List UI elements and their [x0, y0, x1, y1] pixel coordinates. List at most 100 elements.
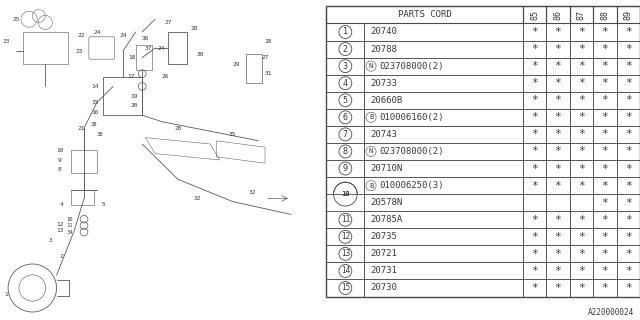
Text: 20788: 20788 [371, 44, 397, 53]
Text: N: N [369, 148, 373, 155]
Text: *: * [625, 283, 632, 293]
Bar [326, 160, 364, 177]
Text: 2: 2 [60, 253, 63, 259]
Text: *: * [602, 232, 608, 242]
Text: *: * [555, 112, 561, 122]
Bar [570, 58, 593, 75]
Text: 5: 5 [343, 96, 348, 105]
Text: 89: 89 [624, 10, 633, 20]
Text: 34: 34 [66, 229, 73, 235]
Text: 20733: 20733 [371, 79, 397, 88]
Text: 23: 23 [76, 49, 83, 54]
Text: 20721: 20721 [371, 249, 397, 258]
Bar [246, 54, 262, 83]
Bar [570, 194, 593, 211]
Text: 14: 14 [340, 267, 350, 276]
Text: *: * [602, 44, 608, 54]
Text: 8: 8 [343, 147, 348, 156]
Text: *: * [602, 129, 608, 140]
Text: 3: 3 [343, 62, 348, 71]
Text: *: * [602, 27, 608, 37]
Text: 27: 27 [164, 20, 172, 25]
Bar [523, 228, 546, 245]
Text: 023708000(2): 023708000(2) [380, 147, 444, 156]
Text: *: * [531, 112, 538, 122]
Text: 20: 20 [131, 103, 138, 108]
Bar [570, 177, 593, 194]
Bar [364, 143, 523, 160]
Text: *: * [531, 61, 538, 71]
Bar [326, 143, 364, 160]
Text: *: * [555, 164, 561, 173]
Text: *: * [531, 95, 538, 105]
Bar [364, 75, 523, 92]
Bar [326, 109, 364, 126]
Text: 26: 26 [161, 74, 168, 79]
Text: 35: 35 [229, 132, 236, 137]
Bar [523, 6, 546, 23]
Bar [546, 58, 570, 75]
Text: 19: 19 [131, 93, 138, 99]
Text: *: * [625, 78, 632, 88]
Bar [364, 177, 523, 194]
Bar [616, 279, 640, 297]
Text: *: * [625, 180, 632, 191]
Text: 20578N: 20578N [371, 198, 403, 207]
Bar [570, 245, 593, 262]
Bar [364, 41, 523, 58]
Bar [616, 262, 640, 279]
Text: 24: 24 [93, 29, 100, 35]
Bar [616, 75, 640, 92]
Bar [570, 228, 593, 245]
Bar [104, 77, 142, 115]
Bar [593, 279, 616, 297]
Bar [326, 211, 364, 228]
Bar [364, 279, 523, 297]
Bar [546, 262, 570, 279]
Text: 25: 25 [12, 17, 20, 22]
Text: 32: 32 [193, 196, 201, 201]
Text: 6: 6 [343, 113, 348, 122]
Text: 20: 20 [174, 125, 182, 131]
Text: *: * [531, 78, 538, 88]
Bar [616, 6, 640, 23]
Text: *: * [625, 249, 632, 259]
Text: PARTS CORD: PARTS CORD [397, 11, 451, 20]
Bar [546, 41, 570, 58]
Text: *: * [578, 78, 585, 88]
Bar [593, 245, 616, 262]
Text: 18: 18 [129, 55, 136, 60]
Text: 20743: 20743 [371, 130, 397, 139]
Bar [616, 194, 640, 211]
Bar [546, 160, 570, 177]
Text: 20740: 20740 [371, 28, 397, 36]
Bar [546, 245, 570, 262]
Text: *: * [555, 129, 561, 140]
Bar [523, 194, 546, 211]
Text: *: * [555, 266, 561, 276]
Bar [364, 126, 523, 143]
Text: 10: 10 [341, 191, 349, 197]
Text: *: * [578, 249, 585, 259]
Bar [523, 41, 546, 58]
Bar [616, 126, 640, 143]
Text: 9: 9 [58, 157, 61, 163]
Text: *: * [602, 78, 608, 88]
Text: 30: 30 [196, 52, 204, 57]
Text: *: * [578, 147, 585, 156]
Text: 14: 14 [92, 84, 99, 89]
Text: *: * [625, 27, 632, 37]
Bar [570, 143, 593, 160]
Bar [71, 190, 93, 205]
Text: *: * [578, 266, 585, 276]
Bar [326, 75, 364, 92]
Bar [364, 23, 523, 41]
Text: 24: 24 [119, 33, 127, 38]
Bar [523, 211, 546, 228]
Text: 85: 85 [530, 10, 539, 20]
Bar [364, 194, 523, 211]
Text: 11: 11 [340, 215, 350, 224]
Bar [523, 23, 546, 41]
Text: *: * [625, 61, 632, 71]
Text: *: * [531, 44, 538, 54]
